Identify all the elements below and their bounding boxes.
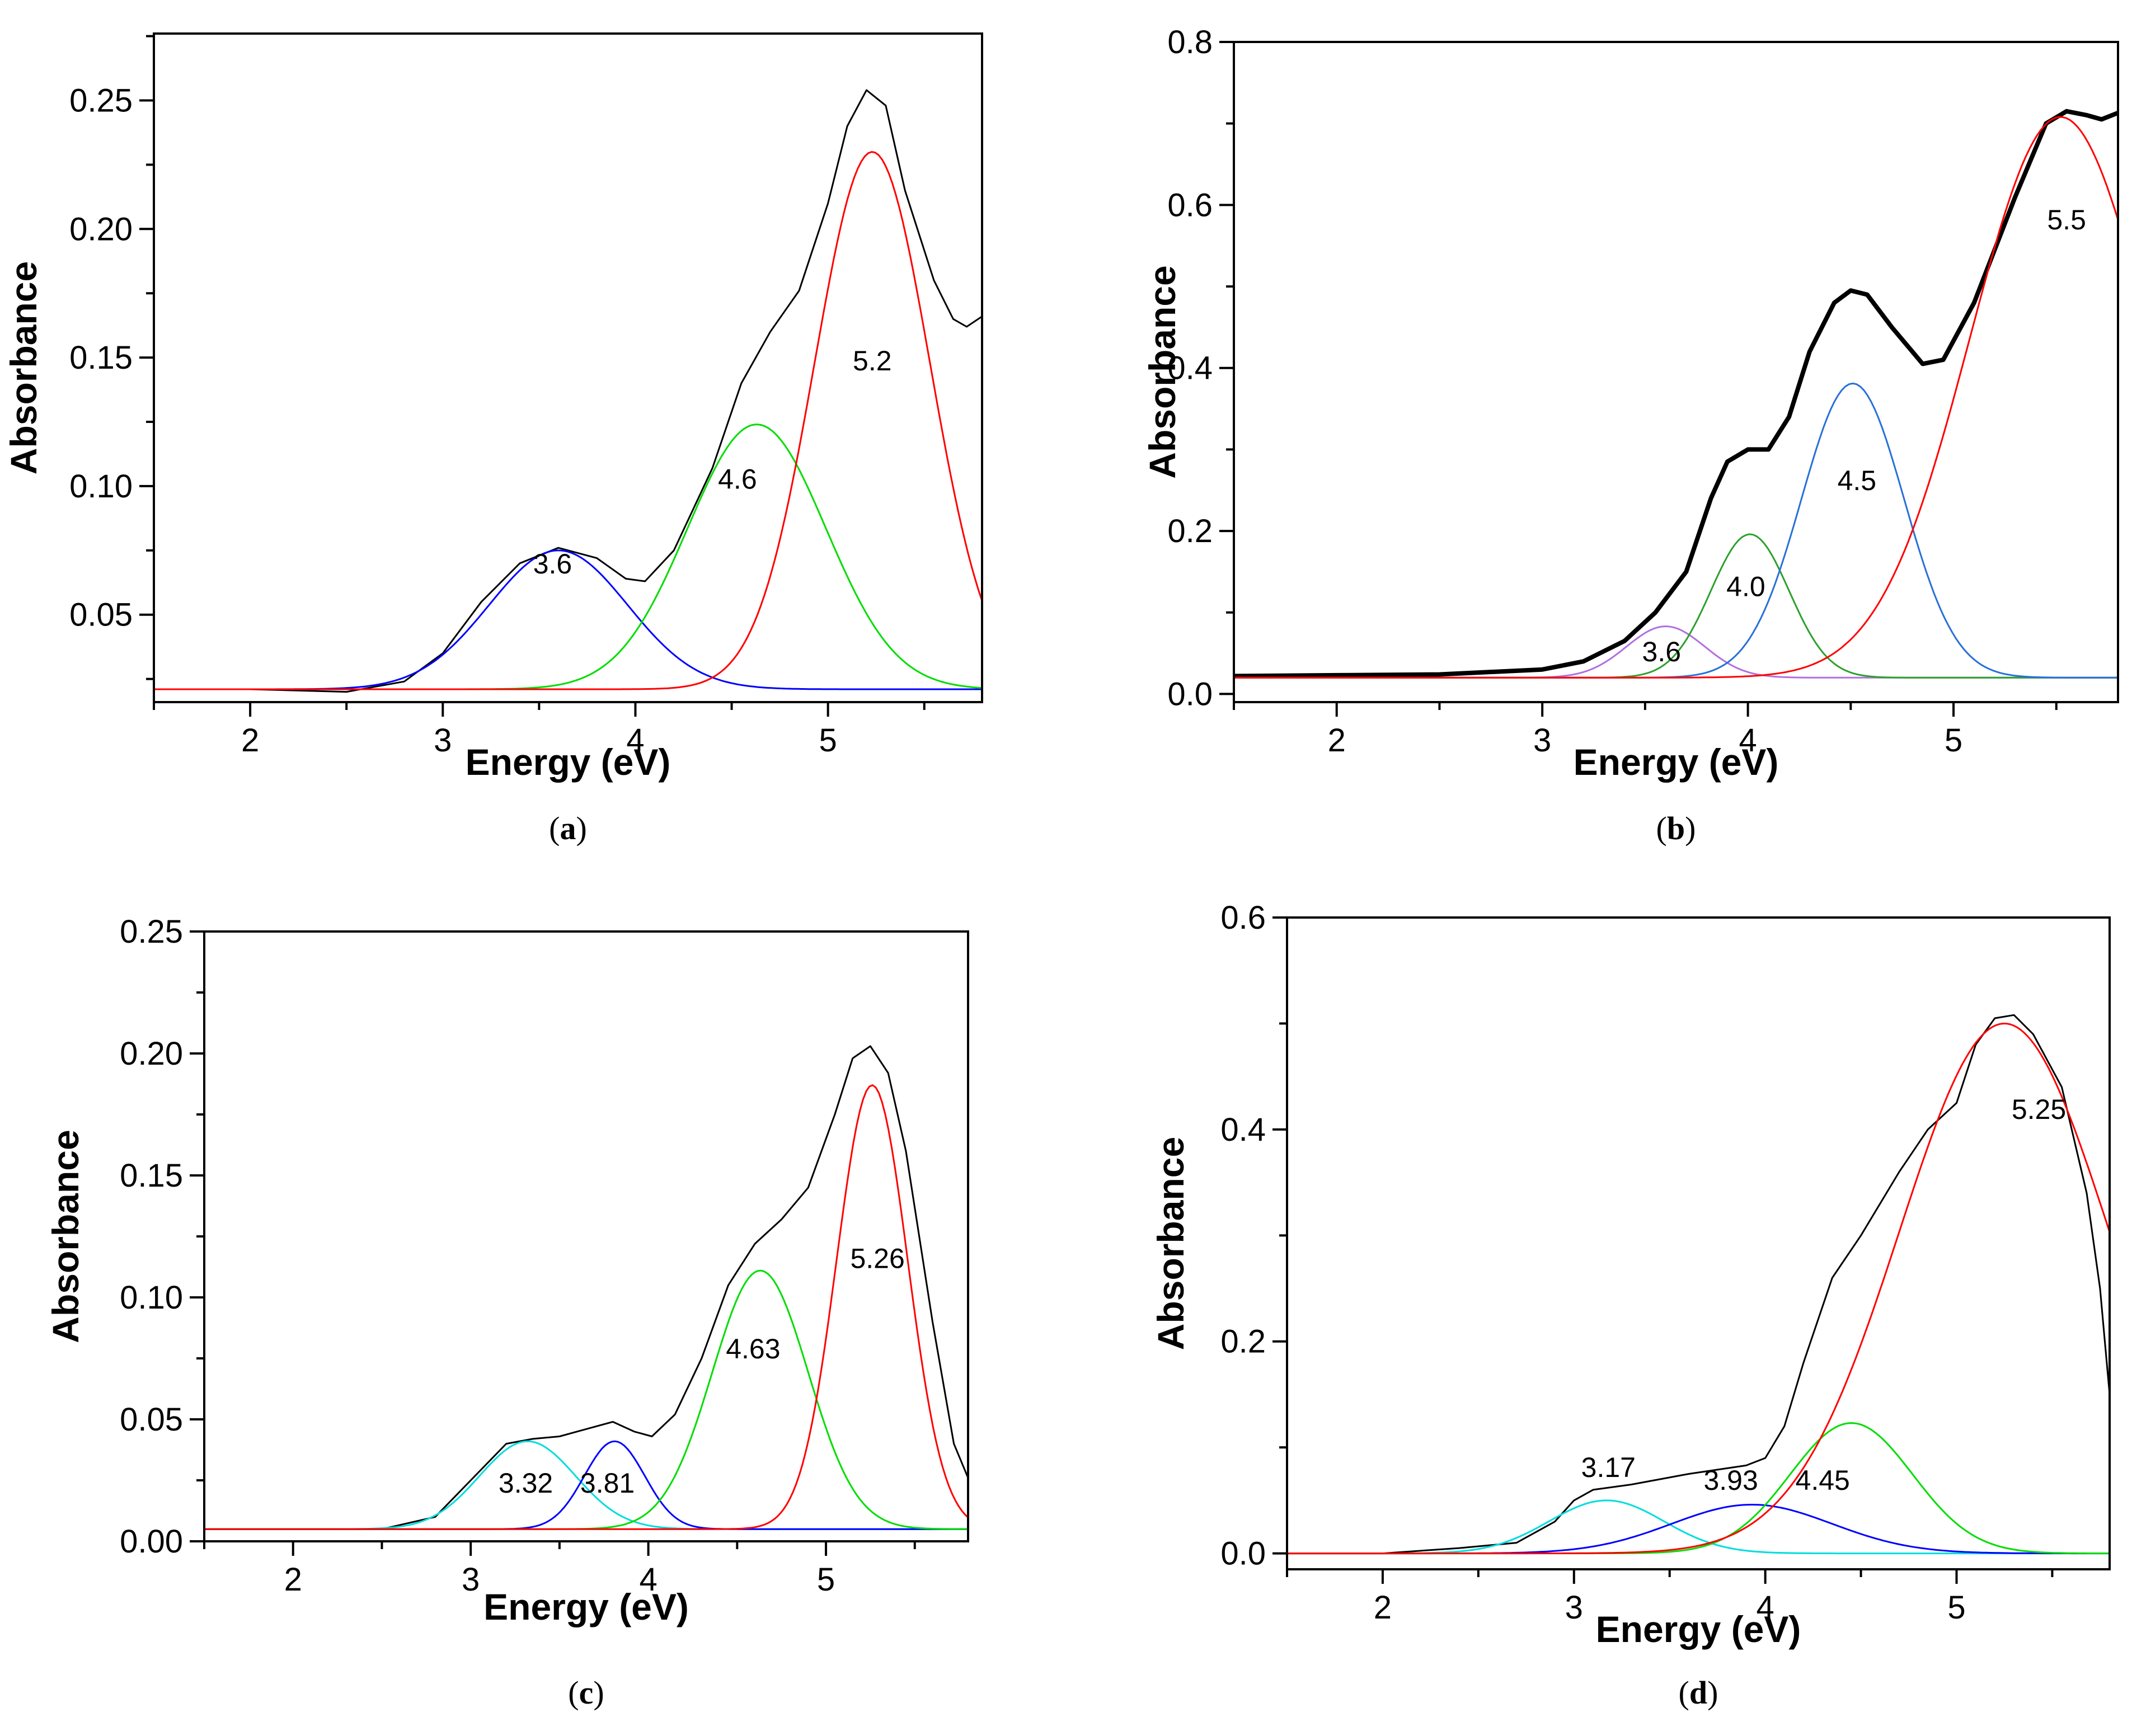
panel-d: 2 3 4 5 0.0 0.2 0.4 0.6 Energy (eV) Absorbance 3.1…: [1150, 900, 2111, 1711]
peak-label: 4.5: [1838, 465, 1877, 496]
gaussian-peak-4_5-line: [1234, 382, 2118, 679]
peak-label: 3.6: [1642, 636, 1682, 667]
series-group: [154, 89, 982, 693]
x-tick-label: 2: [241, 722, 259, 759]
y-axis-title: Absorbance: [45, 1130, 86, 1343]
x-tick-label: 3: [1565, 1589, 1583, 1626]
gaussian-peak-5_25-line: [1287, 1023, 2110, 1555]
x-tick-label: 2: [1328, 722, 1346, 759]
x-axis-title: Energy (eV): [483, 1586, 689, 1627]
gaussian-peak-5_5-line: [1234, 116, 2118, 679]
peak-label: 4.63: [726, 1333, 780, 1365]
axis-frame: [153, 32, 983, 703]
panel-caption-letter: d: [1689, 1674, 1707, 1711]
axis-frame: [203, 930, 969, 1542]
y-tick-label: 0.4: [1220, 1112, 1266, 1148]
x-tick-label: 4: [639, 1561, 657, 1598]
peak-label: 3.32: [499, 1467, 553, 1499]
measured-spectrum-line: [1287, 1014, 2110, 1555]
y-tick-label: 0.6: [1220, 900, 1266, 936]
panel-caption: (c): [568, 1674, 604, 1711]
panel-caption-letter: a: [560, 810, 576, 846]
panel-caption-letter: b: [1667, 810, 1685, 846]
gaussian-peak-5_2-line: [154, 151, 982, 690]
y-tick-label: 0.10: [69, 468, 133, 505]
x-tick-label: 5: [819, 722, 837, 759]
y-tick-label: 0.05: [120, 1401, 183, 1438]
series-group: [1234, 109, 2118, 679]
peak-label: 4.0: [1726, 571, 1765, 603]
peak-label: 3.93: [1703, 1465, 1758, 1496]
x-tick-label: 2: [1374, 1589, 1392, 1626]
x-axis-title: Energy (eV): [1574, 741, 1779, 783]
y-tick-label: 0.00: [120, 1523, 183, 1560]
y-tick-label: 0.6: [1167, 187, 1213, 223]
panel-b: 2 3 4 5 0.0 0.2 0.4 0.6 0.8 Energy (eV) Absorbance…: [1142, 24, 2119, 846]
y-tick-label: 0.4: [1167, 350, 1213, 387]
series-group: [1287, 1014, 2110, 1555]
y-axis-title: Absorbance: [3, 261, 44, 474]
y-tick-label: 0.8: [1167, 24, 1213, 60]
panel-c: 2 3 4 5 0.00 0.05 0.10 0.15 0.20 0.25 Energy (eV) A…: [45, 914, 969, 1711]
x-tick-label: 2: [284, 1561, 302, 1598]
peak-label: 5.2: [853, 345, 892, 377]
x-tick-label: 4: [1757, 1589, 1774, 1626]
peak-label: 4.6: [718, 464, 757, 495]
y-tick-label: 0.2: [1220, 1324, 1266, 1360]
x-axis-title: Energy (eV): [466, 741, 671, 783]
y-tick-label: 0.25: [120, 914, 183, 950]
y-tick-label: 0.2: [1167, 513, 1213, 549]
gaussian-peak-5_26-line: [204, 1084, 968, 1530]
y-tick-label: 0.0: [1167, 676, 1213, 712]
peak-label: 3.6: [533, 548, 572, 580]
y-tick-label: 0.15: [69, 340, 133, 376]
x-tick-label: 5: [817, 1561, 835, 1598]
panel-caption: (b): [1656, 810, 1696, 846]
panel-caption-letter: c: [579, 1674, 594, 1711]
axis-frame: [1233, 41, 2119, 703]
peak-label: 4.45: [1796, 1465, 1850, 1496]
x-tick-label: 5: [1947, 1589, 1965, 1626]
measured-spectrum-line: [1234, 109, 2118, 679]
x-tick-label: 3: [434, 722, 452, 759]
panel-caption: (d): [1679, 1674, 1718, 1711]
measured-spectrum-line: [204, 1045, 968, 1530]
measured-spectrum-line: [154, 89, 982, 693]
peak-label: 3.17: [1581, 1452, 1636, 1483]
x-tick-label: 3: [1533, 722, 1551, 759]
peak-label: 3.81: [580, 1467, 635, 1499]
y-tick-label: 0.10: [120, 1279, 183, 1316]
series-group: [204, 1045, 968, 1530]
y-tick-label: 0.15: [120, 1158, 183, 1194]
x-axis-title: Energy (eV): [1596, 1608, 1801, 1650]
x-tick-label: 3: [462, 1561, 480, 1598]
y-tick-label: 0.05: [69, 597, 133, 633]
x-tick-label: 4: [626, 722, 644, 759]
peak-label: 5.26: [850, 1243, 904, 1274]
panel-caption: (a): [549, 810, 587, 846]
axis-frame: [1286, 916, 2111, 1570]
x-tick-label: 4: [1739, 722, 1757, 759]
y-axis-title: Absorbance: [1142, 265, 1183, 478]
y-tick-label: 0.20: [69, 211, 133, 247]
y-axis-title: Absorbance: [1150, 1137, 1191, 1350]
panel-a: 2 3 4 5 0.05 0.10 0.15 0.20 0.25 Energy (eV) Absor…: [3, 32, 983, 846]
y-tick-label: 0.25: [69, 83, 133, 119]
peak-label: 5.25: [2012, 1094, 2066, 1125]
x-tick-label: 5: [1945, 722, 1962, 759]
y-tick-label: 0.20: [120, 1036, 183, 1072]
peak-label: 5.5: [2047, 204, 2086, 236]
y-tick-label: 0.0: [1220, 1536, 1266, 1572]
gaussian-peak-4_45-line: [1287, 1422, 2110, 1555]
